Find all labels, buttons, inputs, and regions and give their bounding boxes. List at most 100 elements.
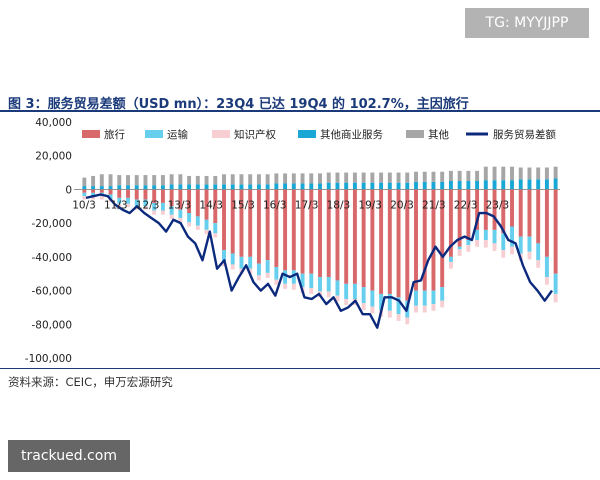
bar-ip: [553, 293, 558, 303]
title-rule: [0, 110, 600, 112]
bar-other: [326, 172, 331, 183]
y-tick-label: -60,000: [31, 286, 72, 298]
bar-ip: [99, 196, 104, 200]
bar-transport: [213, 223, 218, 234]
legend-swatch-travel: [82, 130, 100, 138]
bar-transport: [335, 280, 340, 296]
bar-other: [239, 174, 244, 185]
bar-ip: [387, 310, 392, 318]
bar-transport: [239, 256, 244, 269]
bar-transport: [91, 192, 96, 197]
bar-ip: [544, 277, 549, 285]
bar-transport: [475, 229, 480, 240]
bar-transport: [204, 219, 209, 230]
bar-transport: [300, 273, 305, 288]
bar-transport: [274, 266, 279, 280]
bar-transport: [536, 243, 541, 261]
bar-travel: [239, 189, 244, 257]
bar-other_business: [283, 183, 288, 190]
bar-ip: [414, 305, 418, 313]
bar-other: [309, 173, 314, 184]
bar-travel: [475, 189, 480, 230]
bar-other: [475, 170, 480, 181]
bar-ip: [422, 305, 427, 313]
bar-ip: [309, 288, 314, 294]
bar-other_business: [510, 180, 514, 190]
bar-ip: [492, 243, 497, 251]
bar-other: [143, 175, 148, 186]
bar-other: [265, 174, 270, 185]
x-tick-label: 22/3: [454, 199, 478, 211]
bar-other_business: [536, 179, 541, 190]
bar-travel: [422, 189, 427, 291]
source-note: 资料来源：CEIC，申万宏源研究: [8, 375, 173, 389]
bar-other_business: [187, 184, 192, 190]
bar-other_business: [431, 181, 436, 190]
bar-travel: [370, 189, 375, 291]
y-tick-label: -80,000: [31, 319, 72, 331]
bar-other: [379, 172, 384, 183]
y-tick-label: -100,000: [25, 353, 72, 365]
bar-transport: [134, 199, 139, 207]
bar-other_business: [160, 185, 165, 190]
bar-other_business: [91, 186, 96, 190]
bar-travel: [448, 189, 453, 257]
bar-other: [204, 175, 209, 185]
bar-other_business: [335, 182, 340, 190]
x-tick-label: 10/3: [72, 199, 96, 211]
bar-other: [248, 174, 253, 185]
bar-other: [335, 172, 340, 183]
bar-other_business: [134, 185, 139, 190]
bar-other: [108, 174, 113, 187]
bar-other_business: [466, 181, 471, 190]
bar-other: [422, 171, 427, 182]
legend-label: 服务贸易差额: [493, 128, 556, 141]
bar-other_business: [126, 185, 130, 190]
bar-travel: [309, 189, 314, 274]
bar-travel: [352, 189, 357, 284]
bar-other: [431, 171, 436, 182]
bar-transport: [510, 226, 514, 247]
bar-travel: [99, 189, 104, 193]
x-tick-label: 17/3: [295, 199, 319, 211]
bar-transport: [160, 202, 165, 211]
bar-travel: [300, 189, 305, 274]
bar-other: [518, 167, 523, 180]
bar-other: [440, 171, 445, 182]
bar-travel: [335, 189, 340, 281]
figure-title: 图 3：服务贸易差额（USD mn）：23Q4 已达 19Q4 的 102.7%…: [8, 97, 469, 112]
bar-travel: [318, 189, 322, 278]
bar-ip: [248, 268, 253, 274]
bar-other: [82, 177, 87, 187]
bar-ip: [187, 222, 192, 227]
bar-other: [344, 172, 349, 183]
bar-other: [414, 171, 418, 182]
bar-travel: [361, 189, 366, 288]
bar-travel: [152, 189, 157, 203]
bar-ip: [361, 303, 366, 310]
bar-ip: [160, 210, 165, 215]
bar-transport: [352, 283, 357, 299]
bar-transport: [344, 283, 349, 299]
bar-other_business: [544, 179, 549, 190]
bar-other: [370, 172, 375, 183]
x-axis: 10/3 11/3 12/3 13/3 14/3 15/3 16/3 17/3 18/3 19/3…: [72, 199, 509, 211]
bar-other: [213, 175, 218, 185]
legend-label: 其他: [428, 128, 449, 141]
bar-travel: [544, 189, 549, 257]
bar-travel: [405, 189, 410, 301]
bar-ip: [169, 214, 174, 219]
bar-transport: [457, 246, 462, 250]
bar-other: [152, 175, 157, 186]
bar-travel: [344, 189, 349, 284]
bar-travel: [134, 189, 139, 200]
x-tick-label: 19/3: [358, 199, 382, 211]
bar-travel: [396, 189, 401, 298]
legend-swatch-other_business: [298, 130, 316, 138]
bar-other: [300, 173, 305, 184]
bar-other_business: [213, 184, 218, 190]
bar-ip: [448, 261, 453, 269]
bar-ip: [457, 249, 462, 257]
bar-ip: [483, 240, 488, 248]
bar-transport: [387, 293, 392, 311]
